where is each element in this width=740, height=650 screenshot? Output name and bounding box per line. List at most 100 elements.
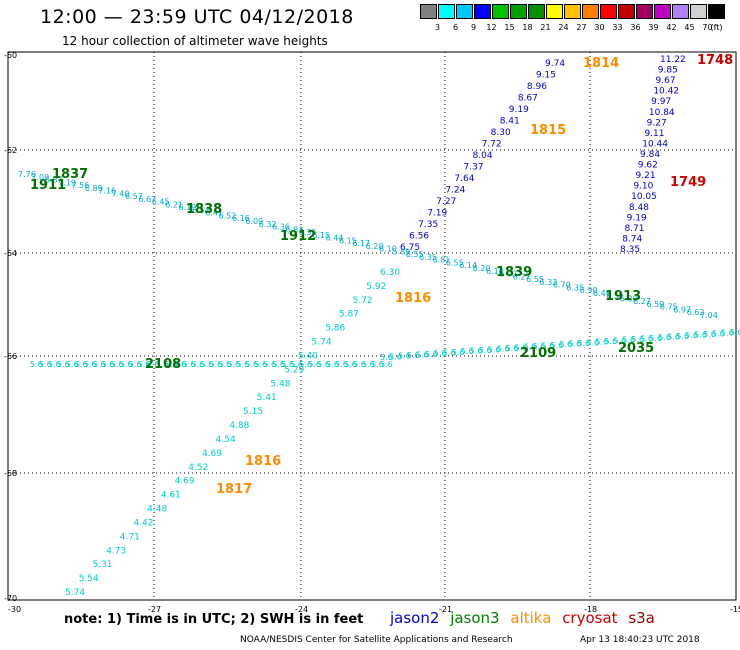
sat-cryosat: cryosat xyxy=(562,609,618,627)
time-label: 1839 xyxy=(496,265,532,280)
swh-value: 9.27 xyxy=(647,118,667,128)
swh-value: 6.32 xyxy=(259,220,277,229)
swh-value: 6.56 xyxy=(409,232,429,242)
swh-value: 6.54 xyxy=(192,206,210,215)
legend-swatch xyxy=(564,4,581,19)
swh-value: 6.62 xyxy=(687,308,705,317)
swh-value: 5.74 xyxy=(65,588,85,598)
legend-label: 24 xyxy=(558,23,569,32)
swh-band: 5.6 xyxy=(111,360,124,369)
swh-value: 4.69 xyxy=(202,449,222,459)
swh-value: 6.55 xyxy=(406,250,424,259)
swh-value: 6.55 xyxy=(446,258,464,267)
legend-swatch xyxy=(492,4,509,19)
swh-value: 11.22 xyxy=(660,55,686,65)
x-tick-label: -15 xyxy=(730,605,740,614)
swh-value: 7.37 xyxy=(463,163,483,173)
swh-value: 10.44 xyxy=(642,139,668,149)
timestamp: Apr 13 18:40:23 UTC 2018 xyxy=(580,635,700,645)
swh-value: 10.42 xyxy=(653,87,679,97)
swh-value: 6.41 xyxy=(205,209,223,218)
swh-value: 6.15 xyxy=(312,231,330,240)
swh-value: 4.71 xyxy=(120,532,140,542)
legend-swatch xyxy=(600,4,617,19)
swh-value: 8.04 xyxy=(473,151,493,161)
swh-value: 7.04 xyxy=(700,311,718,320)
swh-band: 5.6 xyxy=(721,329,734,338)
swh-value: 8.71 xyxy=(624,224,644,234)
swh-band: 5.6 xyxy=(209,360,222,369)
legend-swatch xyxy=(438,4,455,19)
swh-band: 5.6 xyxy=(156,360,169,369)
swh-value: 4.88 xyxy=(229,421,249,431)
swh-value: 5.48 xyxy=(270,379,290,389)
swh-band: 5.6 xyxy=(66,360,79,369)
legend-swatch xyxy=(618,4,635,19)
swh-value: 6.15 xyxy=(339,236,357,245)
swh-value: 9.97 xyxy=(651,97,671,107)
swh-value: 9.15 xyxy=(536,71,556,81)
sat-jason2: jason2 xyxy=(390,609,440,627)
legend-label: 6 xyxy=(452,23,459,32)
swh-band: 5.6 xyxy=(515,343,528,352)
swh-value: 5.31 xyxy=(92,560,112,570)
swh-band: 5.6 xyxy=(326,360,339,369)
swh-band: 5.6 xyxy=(470,347,483,356)
legend-label: 21 xyxy=(540,23,551,32)
legend-swatch xyxy=(690,4,707,19)
swh-band: 5.6 xyxy=(183,360,196,369)
swh-value: 6.83 xyxy=(285,225,303,234)
time-label: 1749 xyxy=(670,175,706,190)
swh-band: 5.6 xyxy=(236,360,249,369)
swh-value: 5.74 xyxy=(312,338,332,348)
time-label: 1814 xyxy=(583,56,619,71)
swh-value: 10.84 xyxy=(649,108,675,118)
y-tick-label: -64 xyxy=(4,249,17,258)
swh-band: 5.6 xyxy=(568,340,581,349)
swh-value: 5.72 xyxy=(353,296,373,306)
swh-band: 5.6 xyxy=(335,360,348,369)
legend-label: 15 xyxy=(504,23,515,32)
y-tick-label: -62 xyxy=(4,146,17,155)
y-tick-label: -68 xyxy=(4,469,17,478)
swh-value: 6.35 xyxy=(299,228,317,237)
swh-band: 5.6 xyxy=(371,360,384,369)
swh-band: 5.6 xyxy=(577,339,590,348)
swh-value: 5.41 xyxy=(257,393,277,403)
swh-value: 7.35 xyxy=(418,220,438,230)
swh-value: 9.11 xyxy=(644,129,664,139)
swh-band: 5.6 xyxy=(389,352,402,361)
sat-s3a: s3a xyxy=(628,609,655,627)
swh-value: 6.51 xyxy=(606,292,624,301)
swh-value: 6.90 xyxy=(580,286,598,295)
legend-label: 33 xyxy=(612,23,623,32)
time-label: 1912 xyxy=(280,229,316,244)
x-tick-label: -30 xyxy=(8,605,21,614)
swh-value: 5.87 xyxy=(339,310,359,320)
swh-band: 5.6 xyxy=(102,360,115,369)
swh-band: 5.6 xyxy=(730,328,740,337)
swh-value: 10.05 xyxy=(631,192,657,202)
swh-value: 9.21 xyxy=(636,171,656,181)
swh-band: 5.6 xyxy=(93,360,106,369)
swh-value: 6.27 xyxy=(513,272,531,281)
swh-value: 7.19 xyxy=(58,178,76,187)
swh-band: 5.6 xyxy=(263,360,276,369)
swh-value: 7.19 xyxy=(427,209,447,219)
swh-value: 6.35 xyxy=(419,253,437,262)
swh-value: 6.89 xyxy=(620,294,638,303)
swh-value: 6.46 xyxy=(593,289,611,298)
time-label: 1911 xyxy=(30,178,66,193)
y-tick-label: -66 xyxy=(4,352,17,361)
swh-band: 5.6 xyxy=(272,360,285,369)
swh-band: 5.6 xyxy=(658,333,671,342)
swh-band: 5.6 xyxy=(218,360,231,369)
swh-band: 5.6 xyxy=(461,347,474,356)
legend-swatch xyxy=(636,4,653,19)
swh-value: 9.84 xyxy=(640,150,660,160)
legend-swatch xyxy=(420,4,437,19)
note-label: note: 1) Time is in UTC; 2) SWH is in fe… xyxy=(64,612,364,627)
swh-value: 6.20 xyxy=(366,242,384,251)
swh-band: 5.6 xyxy=(84,360,97,369)
swh-value: 7.64 xyxy=(454,174,474,184)
